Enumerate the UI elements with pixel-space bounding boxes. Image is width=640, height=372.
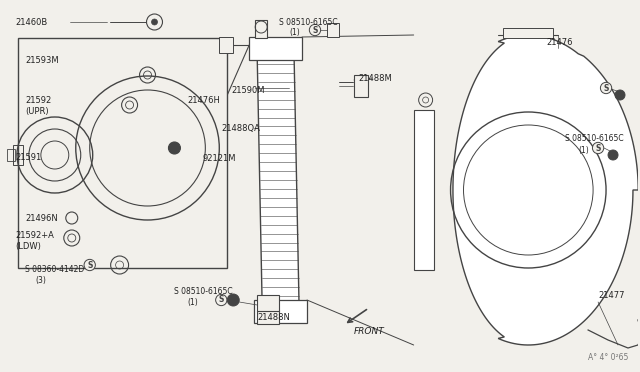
Text: S: S bbox=[604, 83, 609, 93]
Circle shape bbox=[152, 19, 157, 25]
Polygon shape bbox=[413, 230, 429, 250]
Text: 21488N: 21488N bbox=[257, 314, 290, 323]
Text: S: S bbox=[312, 26, 317, 35]
Text: 21477: 21477 bbox=[598, 291, 625, 299]
Text: FRONT: FRONT bbox=[354, 327, 385, 337]
Bar bbox=[18, 38, 227, 268]
Text: 21460B: 21460B bbox=[15, 17, 47, 26]
Text: 92121M: 92121M bbox=[202, 154, 236, 163]
Bar bbox=[7, 149, 15, 161]
Bar bbox=[257, 295, 279, 311]
Bar bbox=[257, 310, 279, 324]
Text: (1): (1) bbox=[578, 145, 589, 154]
Text: 21592: 21592 bbox=[25, 96, 51, 105]
Text: 21592+A: 21592+A bbox=[15, 231, 54, 240]
Text: (LDW): (LDW) bbox=[15, 241, 41, 250]
Circle shape bbox=[168, 142, 180, 154]
Text: S 08510-6165C: S 08510-6165C bbox=[175, 288, 233, 296]
Bar bbox=[354, 75, 368, 97]
Text: S: S bbox=[595, 144, 601, 153]
Text: 21476: 21476 bbox=[547, 38, 573, 46]
Polygon shape bbox=[149, 148, 176, 182]
Text: 21590M: 21590M bbox=[231, 86, 265, 94]
Text: (1): (1) bbox=[289, 28, 300, 36]
Text: A° 4° 0²65: A° 4° 0²65 bbox=[588, 353, 628, 362]
Bar bbox=[504, 28, 553, 38]
Bar bbox=[413, 110, 434, 270]
Text: 21488QA: 21488QA bbox=[221, 124, 260, 132]
Polygon shape bbox=[453, 35, 638, 345]
Circle shape bbox=[227, 294, 239, 306]
Polygon shape bbox=[175, 129, 214, 148]
Polygon shape bbox=[257, 55, 299, 305]
Circle shape bbox=[615, 90, 625, 100]
Text: S: S bbox=[219, 295, 224, 305]
Circle shape bbox=[608, 150, 618, 160]
Text: S 08510-6165C: S 08510-6165C bbox=[279, 17, 338, 26]
Text: 21488M: 21488M bbox=[359, 74, 392, 83]
Text: (1): (1) bbox=[188, 298, 198, 308]
Text: 21591: 21591 bbox=[15, 153, 41, 161]
Polygon shape bbox=[135, 134, 175, 154]
Text: (UPR): (UPR) bbox=[25, 106, 49, 115]
Text: 21496N: 21496N bbox=[25, 214, 58, 222]
Text: 21593M: 21593M bbox=[25, 55, 58, 64]
Bar bbox=[13, 145, 23, 165]
Bar bbox=[220, 37, 233, 53]
Text: 21476H: 21476H bbox=[188, 96, 220, 105]
Text: S 08510-6165C: S 08510-6165C bbox=[565, 134, 624, 142]
Text: S: S bbox=[87, 260, 92, 269]
Polygon shape bbox=[254, 300, 307, 323]
Polygon shape bbox=[175, 148, 201, 182]
Text: (3): (3) bbox=[35, 276, 46, 285]
Bar bbox=[327, 23, 339, 37]
Polygon shape bbox=[163, 106, 175, 148]
Bar bbox=[255, 20, 267, 38]
Text: S 08360-4142D: S 08360-4142D bbox=[25, 266, 84, 275]
Polygon shape bbox=[249, 37, 302, 60]
Polygon shape bbox=[413, 130, 429, 150]
